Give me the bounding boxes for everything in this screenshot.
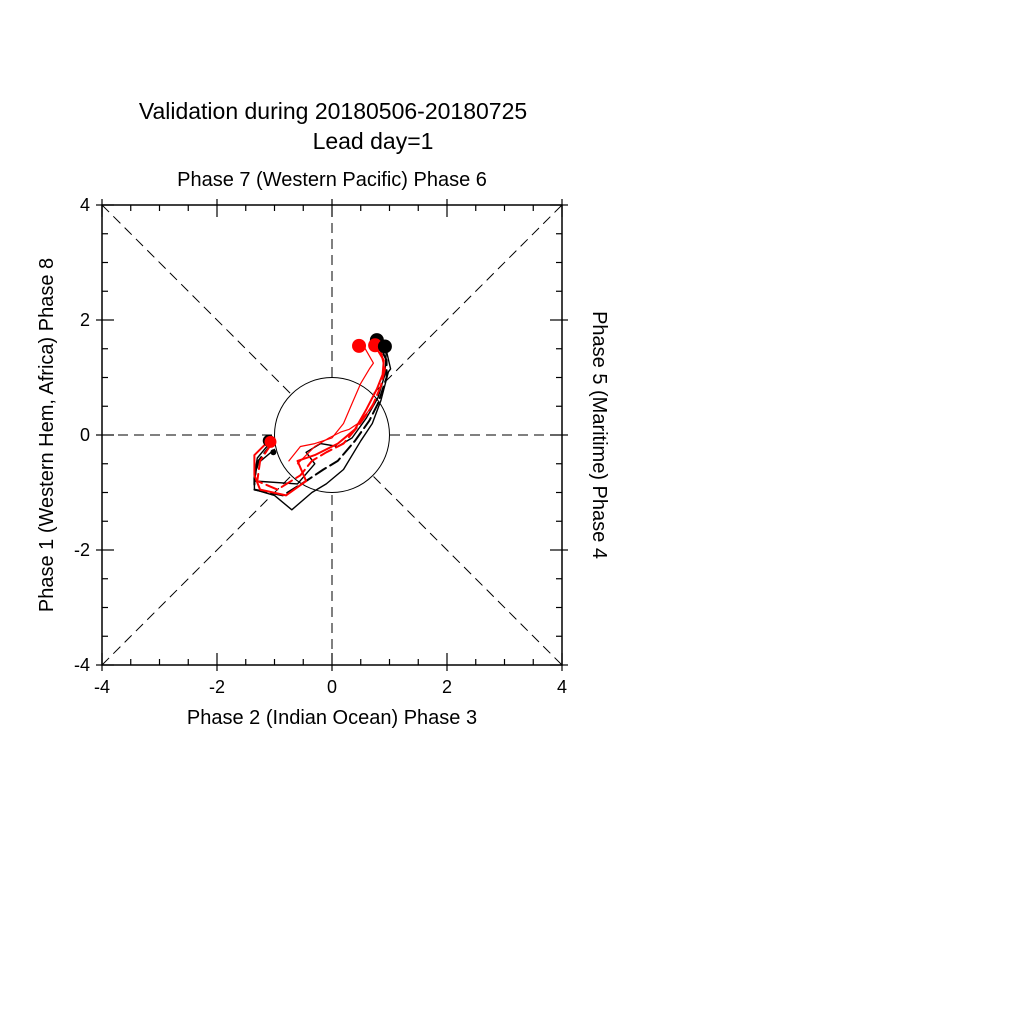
x-tick-label: -2 [209, 677, 225, 697]
y-axis-label: Phase 1 (Western Hem, Africa) Phase 8 [36, 258, 58, 612]
x-tick-label: 0 [327, 677, 337, 697]
start-point-marker [270, 449, 277, 456]
end-point-marker [377, 339, 392, 354]
x-tick-label: -4 [94, 677, 110, 697]
top-axis-label: Phase 7 (Western Pacific) Phase 6 [177, 169, 487, 191]
y-tick-label: 2 [80, 310, 90, 330]
start-point-marker [264, 435, 277, 448]
guide-lines [101, 204, 563, 666]
y-tick-label: 0 [80, 425, 90, 445]
trajectory-markers [262, 333, 392, 456]
end-point-marker [352, 338, 367, 353]
y-tick-label: -2 [74, 540, 90, 560]
x-tick-label: 2 [442, 677, 452, 697]
trajectory-line [256, 343, 386, 491]
x-tick-label: 4 [557, 677, 567, 697]
y-tick-label: -4 [74, 655, 90, 675]
axis-ticks: -4 -2 0 2 4 -4 -2 0 2 4 [74, 195, 568, 697]
trajectory-line [288, 345, 374, 462]
y-tick-label: 4 [80, 195, 90, 215]
trajectory-line [253, 344, 385, 497]
trajectory-lines [253, 342, 392, 511]
unit-circle [274, 377, 390, 493]
right-axis-label: Phase 5 (Maritime) Phase 4 [588, 311, 610, 559]
chart-title: Validation during 20180506-20180725 [139, 98, 527, 124]
x-axis-label: Phase 2 (Indian Ocean) Phase 3 [187, 707, 477, 729]
trajectory-line [296, 399, 376, 465]
chart-subtitle: Lead day=1 [313, 128, 434, 154]
